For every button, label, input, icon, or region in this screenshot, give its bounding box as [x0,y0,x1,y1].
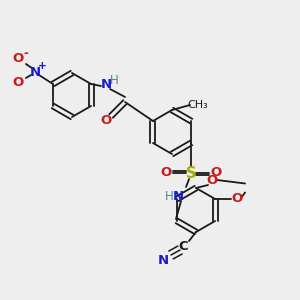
Text: H: H [165,190,173,202]
Text: O: O [160,167,172,179]
Text: O: O [100,113,112,127]
Text: -: - [23,46,28,59]
Text: +: + [38,61,46,71]
Text: O: O [206,173,218,187]
Text: N: N [158,254,169,266]
Text: S: S [186,166,196,181]
Text: H: H [110,74,118,86]
Text: C: C [178,241,188,254]
Text: O: O [12,76,24,88]
Text: O: O [210,167,222,179]
Text: N: N [29,65,40,79]
Text: O: O [231,193,243,206]
Text: N: N [172,190,184,203]
Text: N: N [100,79,112,92]
Text: O: O [12,52,24,65]
Text: CH₃: CH₃ [188,100,208,110]
